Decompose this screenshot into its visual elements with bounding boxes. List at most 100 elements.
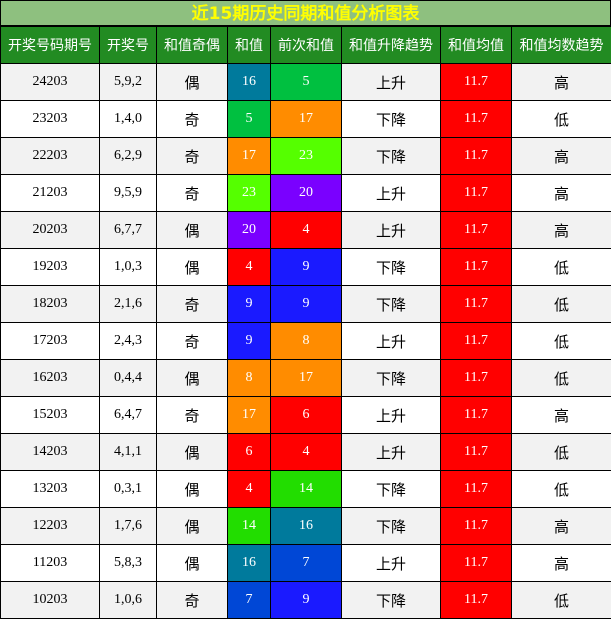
cell-period: 16203 — [1, 360, 100, 397]
cell-avg: 11.7 — [441, 471, 512, 508]
cell-trend: 上升 — [342, 212, 441, 249]
cell-trend: 上升 — [342, 397, 441, 434]
cell-numbers: 0,4,4 — [100, 360, 157, 397]
cell-prev-sum: 7 — [271, 545, 342, 582]
cell-parity: 偶 — [157, 212, 228, 249]
cell-sum: 6 — [228, 434, 271, 471]
cell-trend: 下降 — [342, 286, 441, 323]
cell-parity: 奇 — [157, 175, 228, 212]
cell-sum: 20 — [228, 212, 271, 249]
cell-sum: 4 — [228, 471, 271, 508]
cell-parity: 奇 — [157, 286, 228, 323]
cell-period: 23203 — [1, 101, 100, 138]
sum-analysis-table: 开奖号码期号 开奖号 和值奇偶 和值 前次和值 和值升降趋势 和值均值 和值均数… — [0, 26, 611, 619]
cell-trend: 下降 — [342, 508, 441, 545]
cell-sum: 8 — [228, 360, 271, 397]
cell-numbers: 0,3,1 — [100, 471, 157, 508]
cell-period: 22203 — [1, 138, 100, 175]
cell-avg: 11.7 — [441, 101, 512, 138]
cell-sum: 17 — [228, 397, 271, 434]
cell-avg: 11.7 — [441, 582, 512, 619]
cell-parity: 偶 — [157, 64, 228, 101]
cell-parity: 偶 — [157, 508, 228, 545]
cell-trend: 上升 — [342, 175, 441, 212]
cell-prev-sum: 20 — [271, 175, 342, 212]
header-period: 开奖号码期号 — [1, 27, 100, 64]
cell-avg-trend: 低 — [512, 434, 611, 471]
cell-sum: 7 — [228, 582, 271, 619]
cell-trend: 下降 — [342, 138, 441, 175]
cell-prev-sum: 8 — [271, 323, 342, 360]
cell-avg: 11.7 — [441, 212, 512, 249]
header-numbers: 开奖号 — [100, 27, 157, 64]
cell-trend: 下降 — [342, 471, 441, 508]
cell-trend: 上升 — [342, 323, 441, 360]
cell-avg-trend: 低 — [512, 323, 611, 360]
cell-numbers: 1,0,6 — [100, 582, 157, 619]
cell-period: 15203 — [1, 397, 100, 434]
cell-parity: 偶 — [157, 360, 228, 397]
cell-period: 12203 — [1, 508, 100, 545]
cell-avg: 11.7 — [441, 508, 512, 545]
cell-parity: 奇 — [157, 397, 228, 434]
cell-avg-trend: 高 — [512, 397, 611, 434]
header-sum: 和值 — [228, 27, 271, 64]
cell-trend: 上升 — [342, 64, 441, 101]
cell-period: 19203 — [1, 249, 100, 286]
cell-period: 24203 — [1, 64, 100, 101]
cell-avg-trend: 低 — [512, 471, 611, 508]
cell-parity: 偶 — [157, 545, 228, 582]
cell-parity: 偶 — [157, 471, 228, 508]
cell-numbers: 6,7,7 — [100, 212, 157, 249]
cell-parity: 奇 — [157, 138, 228, 175]
header-parity: 和值奇偶 — [157, 27, 228, 64]
cell-period: 13203 — [1, 471, 100, 508]
cell-trend: 下降 — [342, 582, 441, 619]
cell-period: 11203 — [1, 545, 100, 582]
cell-avg: 11.7 — [441, 64, 512, 101]
cell-parity: 偶 — [157, 249, 228, 286]
cell-avg-trend: 低 — [512, 582, 611, 619]
header-trend: 和值升降趋势 — [342, 27, 441, 64]
cell-numbers: 5,9,2 — [100, 64, 157, 101]
cell-numbers: 2,1,6 — [100, 286, 157, 323]
cell-trend: 下降 — [342, 101, 441, 138]
cell-prev-sum: 9 — [271, 582, 342, 619]
cell-avg-trend: 低 — [512, 101, 611, 138]
page-title: 近15期历史同期和值分析图表 — [0, 0, 611, 26]
header-avg: 和值均值 — [441, 27, 512, 64]
cell-sum: 14 — [228, 508, 271, 545]
cell-avg-trend: 高 — [512, 138, 611, 175]
cell-period: 20203 — [1, 212, 100, 249]
cell-prev-sum: 16 — [271, 508, 342, 545]
cell-avg: 11.7 — [441, 434, 512, 471]
cell-period: 18203 — [1, 286, 100, 323]
cell-parity: 奇 — [157, 323, 228, 360]
cell-numbers: 9,5,9 — [100, 175, 157, 212]
cell-numbers: 5,8,3 — [100, 545, 157, 582]
cell-parity: 偶 — [157, 434, 228, 471]
cell-trend: 上升 — [342, 434, 441, 471]
cell-sum: 5 — [228, 101, 271, 138]
cell-avg-trend: 高 — [512, 175, 611, 212]
cell-prev-sum: 4 — [271, 212, 342, 249]
header-avg-trend: 和值均数趋势 — [512, 27, 611, 64]
cell-prev-sum: 4 — [271, 434, 342, 471]
cell-numbers: 4,1,1 — [100, 434, 157, 471]
cell-prev-sum: 6 — [271, 397, 342, 434]
header-prev-sum: 前次和值 — [271, 27, 342, 64]
cell-avg-trend: 高 — [512, 212, 611, 249]
cell-avg-trend: 低 — [512, 286, 611, 323]
